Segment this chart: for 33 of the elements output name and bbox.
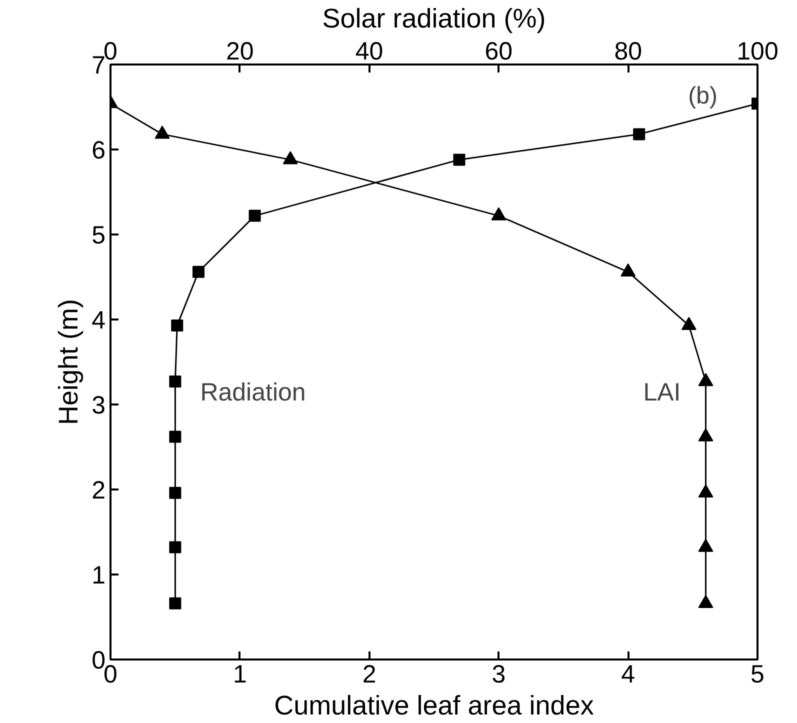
- y-tick-label: 5: [92, 222, 106, 250]
- x-axis-title: Cumulative leaf area index: [274, 690, 594, 720]
- y-axis-title: Height (m): [54, 298, 84, 426]
- point: [698, 538, 714, 552]
- series-label: Radiation: [200, 378, 306, 407]
- y-tick-label: 2: [92, 476, 106, 504]
- x2-tick-label: 60: [484, 38, 513, 66]
- x2-tick-label: 20: [226, 38, 254, 66]
- x-tick-label: 5: [750, 660, 764, 688]
- point: [698, 594, 714, 608]
- x-tick-label: 3: [492, 660, 506, 688]
- x2-axis-title: Solar radiation (%): [322, 4, 546, 34]
- point: [154, 126, 170, 139]
- x2-tick-label: 40: [355, 38, 384, 66]
- y-tick-label: 6: [92, 136, 106, 164]
- point: [698, 484, 714, 498]
- y-tick-label: 1: [92, 562, 106, 590]
- point: [681, 316, 696, 330]
- x2-tick-label: 80: [614, 38, 642, 66]
- annotation: (b): [688, 82, 718, 110]
- point: [282, 151, 298, 164]
- point: [491, 207, 506, 220]
- series-label: LAI: [643, 378, 681, 407]
- x-tick-label: 4: [621, 660, 636, 688]
- y-tick-label: 7: [92, 52, 106, 80]
- point: [698, 428, 714, 442]
- x-tick-label: 1: [232, 660, 247, 688]
- point: [620, 263, 636, 276]
- x2-tick-label: 100: [736, 38, 778, 66]
- y-tick-label: 3: [92, 392, 106, 420]
- y-tick-label: 4: [92, 306, 106, 334]
- x-tick-label: 2: [362, 660, 376, 688]
- point: [698, 372, 714, 386]
